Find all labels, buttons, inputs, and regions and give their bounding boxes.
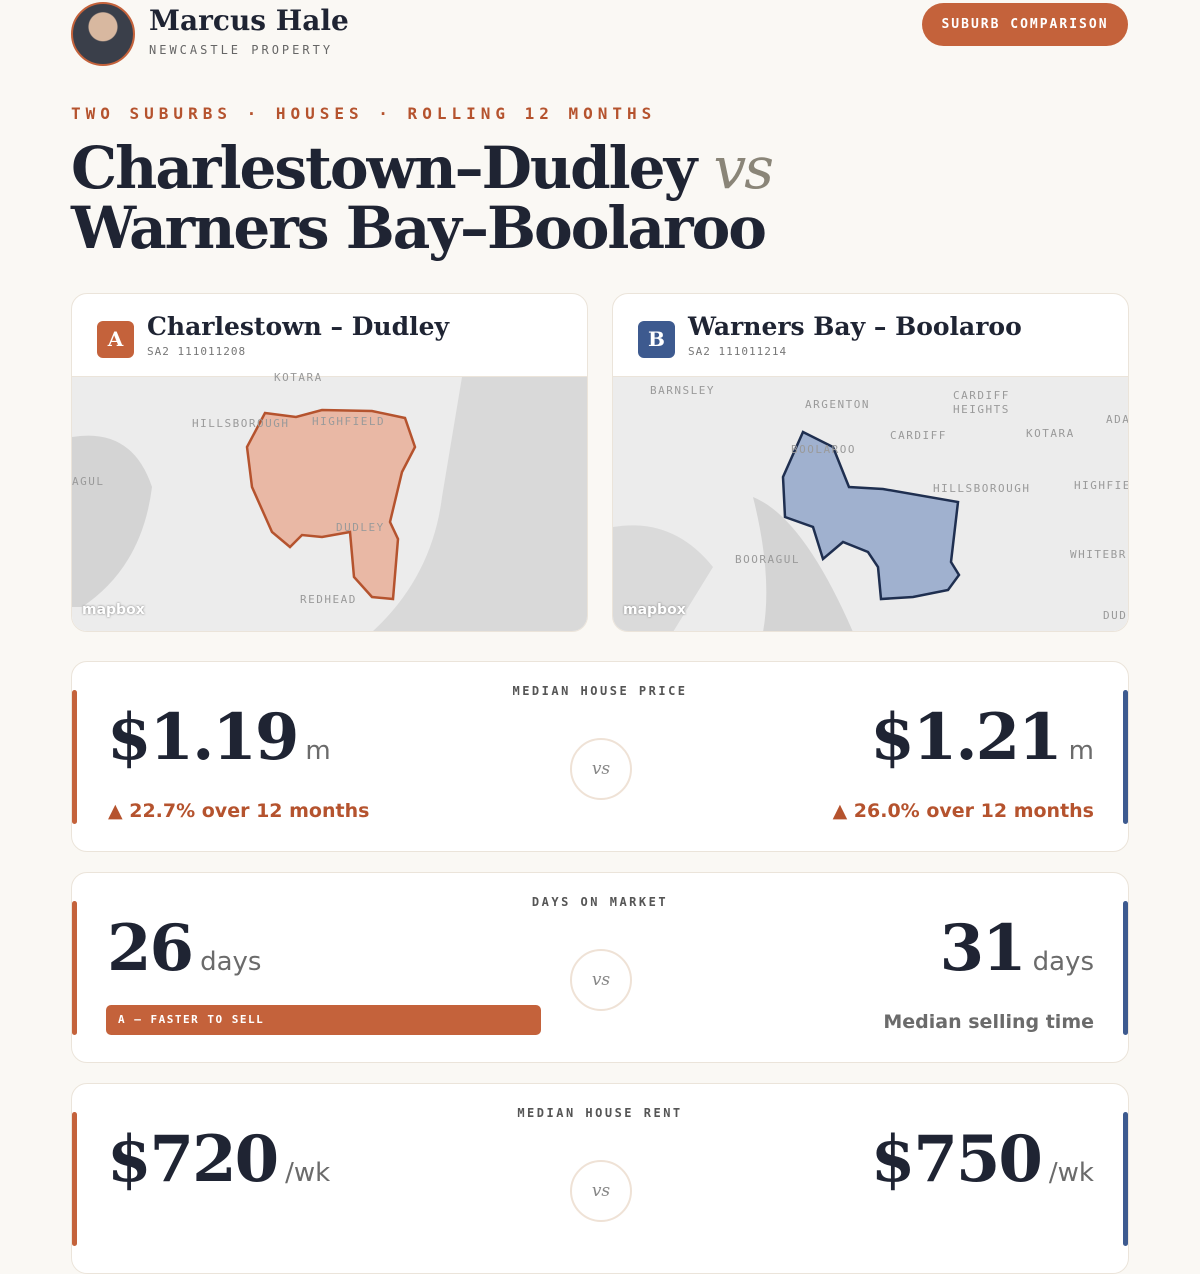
map-label: KOTARA <box>1026 427 1075 440</box>
title-vs: vs <box>713 134 775 202</box>
map-label: DUD <box>1103 609 1128 622</box>
avatar <box>71 2 135 66</box>
faster-badge: A — FASTER TO SELL <box>106 1005 541 1035</box>
vs-circle: vs <box>570 949 632 1011</box>
map-label: BOOLAROO <box>791 443 856 456</box>
accent-b <box>1123 690 1128 824</box>
eyebrow: TWO SUBURBS · HOUSES · ROLLING 12 MONTHS <box>71 104 657 123</box>
metric-unit: m <box>305 736 331 766</box>
metric-value: $720 <box>107 1122 279 1197</box>
map-label: AGUL <box>72 475 105 488</box>
accent-a <box>72 901 77 1035</box>
map-label: HILLSBOROUGH <box>192 417 290 430</box>
suburb-code: SA2 111011208 <box>147 345 247 358</box>
metric-value: $1.21 <box>870 700 1062 775</box>
map: KOTARA HILLSBOROUGH HIGHFIELD AGUL DUDLE… <box>72 371 587 631</box>
map-label: KOTARA <box>274 371 323 384</box>
metric-note: Median selling time <box>883 1011 1094 1033</box>
suburb-badge: B <box>638 321 675 358</box>
metric-card: MEDIAN HOUSE PRICE vs $1.19 m ▲ 22.7% ove… <box>71 661 1129 852</box>
metric-unit: days <box>200 947 262 977</box>
vs-circle: vs <box>570 738 632 800</box>
metric-value: 31 <box>939 911 1027 986</box>
page-title: Charlestown–Dudley vs Warners Bay–Boolar… <box>71 138 774 258</box>
metric-value: $750 <box>870 1122 1043 1197</box>
accent-b <box>1123 901 1128 1035</box>
map-label: WHITEBR <box>1070 548 1127 561</box>
map-label: HIGHFIE <box>1074 479 1129 492</box>
map-label: BARNSLEY <box>650 384 715 397</box>
map-label: CARDIFF HEIGHTS <box>953 389 1010 416</box>
metric-value: $1.19 <box>107 700 299 775</box>
metric-label: MEDIAN HOUSE PRICE <box>512 684 688 698</box>
map-attribution: mapbox <box>623 602 686 618</box>
title-line: Warners Bay–Boolaroo <box>71 194 767 262</box>
suburb-name: Warners Bay – Boolaroo <box>688 312 1022 341</box>
metric-unit: /wk <box>285 1158 331 1188</box>
map-label: HILLSBOROUGH <box>933 482 1031 495</box>
map-attribution: mapbox <box>82 602 145 618</box>
page: Marcus Hale NEWCASTLE PROPERTY SUBURB CO… <box>71 2 1129 1274</box>
metric-unit: days <box>1032 947 1094 977</box>
map-label: REDHEAD <box>300 593 357 606</box>
metric-unit: m <box>1068 736 1094 766</box>
accent-b <box>1123 1112 1128 1246</box>
title-line: Charlestown–Dudley <box>71 134 697 202</box>
metric-change: ▲ 26.0% over 12 months <box>832 800 1094 822</box>
metric-card: MEDIAN HOUSE RENT vs $720/wk $750/wk <box>71 1083 1129 1274</box>
suburb-card: A Charlestown – Dudley SA2 111011208 KOT… <box>71 293 588 632</box>
map-label: CARDIFF <box>890 429 947 442</box>
metric-change: ▲ 22.7% over 12 months <box>108 800 370 822</box>
metric-unit: /wk <box>1048 1158 1094 1188</box>
suburb-badge: A <box>97 321 134 358</box>
map: BARNSLEY ARGENTON CARDIFF HEIGHTS CARDIF… <box>613 376 1129 631</box>
metric-label: MEDIAN HOUSE RENT <box>517 1106 683 1120</box>
comparison-button[interactable]: SUBURB COMPARISON <box>922 3 1128 46</box>
map-label: ADA <box>1106 413 1129 426</box>
map-label: BOORAGUL <box>735 553 800 566</box>
suburb-name: Charlestown – Dudley <box>147 312 450 341</box>
metric-value: 26 <box>107 911 194 986</box>
metric-card: DAYS ON MARKET vs 26 days A — FASTER TO S… <box>71 872 1129 1063</box>
map-label: DUDLEY <box>336 521 385 534</box>
vs-circle: vs <box>570 1160 632 1222</box>
metric-label: DAYS ON MARKET <box>531 895 669 909</box>
map-label: ARGENTON <box>805 398 870 411</box>
accent-a <box>72 1112 77 1246</box>
suburb-card: B Warners Bay – Boolaroo SA2 111011214 B… <box>612 293 1129 632</box>
map-graphic <box>72 377 587 631</box>
agent-name: Marcus Hale <box>149 4 349 37</box>
suburb-code: SA2 111011214 <box>688 345 788 358</box>
map-graphic <box>613 430 961 631</box>
agent-subtitle: NEWCASTLE PROPERTY <box>149 43 334 57</box>
map-label: HIGHFIELD <box>312 415 386 428</box>
accent-a <box>72 690 77 824</box>
